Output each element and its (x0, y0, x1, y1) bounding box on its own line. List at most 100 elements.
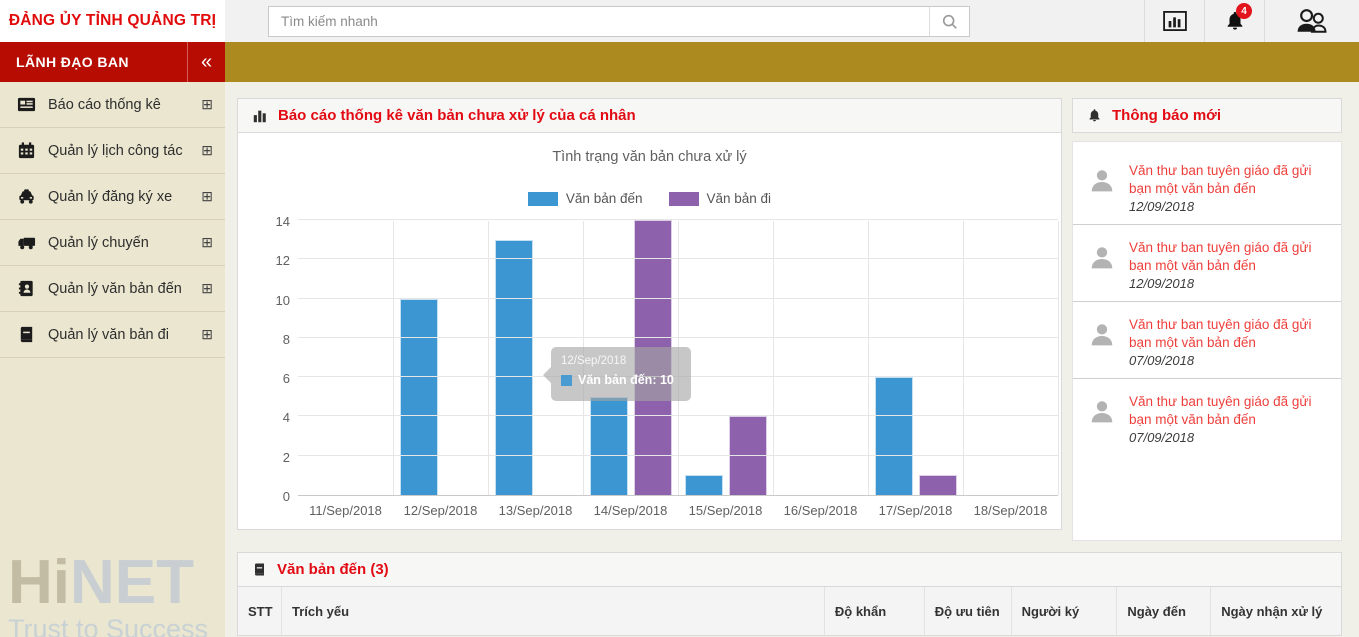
report-icon (16, 95, 36, 115)
x-axis-tick-label: 16/Sep/2018 (783, 503, 858, 518)
chart-title: Tình trạng văn bản chưa xử lý (552, 149, 747, 165)
sidebar-item-lich-cong-tac[interactable]: Quản lý lịch công tác ⊞ (0, 128, 225, 174)
search-button[interactable] (929, 7, 969, 36)
x-axis-tick-label: 18/Sep/2018 (973, 503, 1048, 518)
notification-item[interactable]: Văn thư ban tuyên giáo đã gửi bạn một vă… (1073, 302, 1341, 380)
expand-icon[interactable]: ⊞ (201, 142, 213, 158)
column-header-stt[interactable]: STT (238, 587, 282, 635)
chart-bar[interactable] (874, 377, 913, 495)
chart-bar[interactable] (918, 475, 957, 495)
chart-y-axis: 0 2 4 6 8 10 12 14 (238, 214, 290, 504)
car-icon (16, 187, 36, 207)
chart-x-axis: 11/Sep/2018 12/Sep/2018 13/Sep/2018 14/Sep/… (298, 503, 1058, 518)
expand-icon[interactable]: ⊞ (201, 234, 213, 250)
chart-bar[interactable] (728, 416, 767, 495)
y-axis-tick-label: 4 (282, 410, 290, 426)
column-header-ngay-nhan-xu-ly[interactable]: Ngày nhận xử lý (1221, 603, 1323, 619)
hinet-watermark: HiNET Trust to Success (8, 552, 208, 637)
user-menu-button[interactable] (1264, 0, 1359, 42)
avatar-icon (1087, 397, 1117, 427)
column-header-do-uu-tien[interactable]: Độ ưu tiên (925, 587, 1012, 635)
chart-bar[interactable] (399, 298, 438, 495)
sidebar-item-label: Quản lý văn bản đến (48, 280, 182, 297)
chart-panel: Báo cáo thống kê văn bản chưa xử lý của … (237, 98, 1062, 530)
chart-tooltip: 12/Sep/2018 Văn bản đến: 10 (543, 347, 691, 401)
gridline (773, 221, 774, 495)
legend-item[interactable]: Văn bản đi (668, 191, 772, 206)
sidebar-nav: Báo cáo thống kê ⊞ Quản lý lịch công tác… (0, 82, 225, 637)
sidebar-collapse-button[interactable]: « (187, 42, 225, 82)
gridline (393, 221, 394, 495)
notification-item[interactable]: Văn thư ban tuyên giáo đã gửi bạn một vă… (1073, 148, 1341, 226)
y-axis-tick-label: 2 (282, 449, 290, 465)
org-logo: ĐẢNG ỦY TỈNH QUẢNG TRỊ (0, 0, 225, 42)
chart-bar[interactable] (494, 239, 533, 495)
notification-text: Văn thư ban tuyên giáo đã gửi bạn một vă… (1129, 240, 1312, 273)
column-header-do-khan[interactable]: Độ khẩn (825, 587, 925, 635)
notification-item[interactable]: Văn thư ban tuyên giáo đã gửi bạn một vă… (1073, 379, 1341, 455)
expand-icon[interactable]: ⊞ (201, 326, 213, 342)
chart-tooltip-header: 12/Sep/2018 (561, 355, 627, 367)
sidebar-item-label: Quản lý đăng ký xe (48, 188, 173, 205)
search-input[interactable] (269, 14, 929, 29)
notification-date: 12/09/2018 (1129, 276, 1195, 292)
y-axis-tick-label: 10 (275, 292, 290, 308)
sidebar-item-label: Quản lý văn bản đi (48, 326, 169, 343)
avatar-icon (1087, 166, 1117, 196)
y-axis-tick-label: 14 (275, 214, 290, 229)
search-icon (941, 13, 959, 31)
bell-icon (1087, 108, 1102, 123)
watermark-net: NET (70, 548, 194, 617)
x-axis-tick-label: 17/Sep/2018 (878, 503, 953, 518)
sidebar-item-label: Quản lý lịch công tác (48, 142, 183, 159)
incoming-documents-header: Văn bản đến (3) (237, 552, 1342, 587)
avatar-icon (1087, 320, 1117, 350)
y-axis-tick-label: 12 (275, 253, 290, 269)
sidebar-item-van-ban-den[interactable]: Quản lý văn bản đến ⊞ (0, 266, 225, 312)
expand-icon[interactable]: ⊞ (201, 96, 213, 112)
watermark-hi: Hi (8, 548, 70, 617)
column-header-nguoi-ky[interactable]: Người ký (1012, 587, 1118, 635)
notification-date: 12/09/2018 (1129, 199, 1195, 215)
legend-swatch (668, 191, 699, 206)
sidebar-item-label: Báo cáo thống kê (48, 96, 161, 113)
sidebar-title: LÃNH ĐẠO BAN (16, 54, 129, 70)
notification-date: 07/09/2018 (1129, 430, 1195, 446)
column-header-trich-yeu[interactable]: Trích yếu (282, 587, 825, 635)
notification-text: Văn thư ban tuyên giáo đã gửi bạn một vă… (1129, 163, 1312, 196)
column-header-ngay-den[interactable]: Ngày đến (1117, 587, 1212, 635)
sidebar-item-chuyen[interactable]: Quản lý chuyến ⊞ (0, 220, 225, 266)
notification-item[interactable]: Văn thư ban tuyên giáo đã gửi bạn một vă… (1073, 225, 1341, 303)
sidebar-item-van-ban-di[interactable]: Quản lý văn bản đi ⊞ (0, 312, 225, 358)
x-axis-tick-label: 12/Sep/2018 (403, 503, 478, 518)
sidebar-header: LÃNH ĐẠO BAN « (0, 42, 225, 82)
sidebar-item-label: Quản lý chuyến (48, 234, 149, 251)
gridline (488, 221, 489, 495)
chart-area: Tình trạng văn bản chưa xử lý Văn bản đế… (237, 133, 1062, 530)
sidebar-item-bao-cao-thong-ke[interactable]: Báo cáo thống kê ⊞ (0, 82, 225, 128)
legend-item[interactable]: Văn bản đến (527, 191, 643, 206)
notifications-header: Thông báo mới (1072, 98, 1342, 133)
chart-panel-title: Báo cáo thống kê văn bản chưa xử lý của … (278, 107, 636, 124)
legend-swatch (527, 191, 558, 206)
org-name: ĐẢNG ỦY TỈNH QUẢNG TRỊ (8, 12, 217, 29)
chart-bar[interactable] (589, 396, 628, 495)
quick-search (268, 6, 970, 37)
sidebar-item-dang-ky-xe[interactable]: Quản lý đăng ký xe ⊞ (0, 174, 225, 220)
x-axis-tick-label: 15/Sep/2018 (688, 503, 763, 518)
truck-icon (16, 233, 36, 253)
avatar-icon (1087, 243, 1117, 273)
top-header: ĐẢNG ỦY TỈNH QUẢNG TRỊ 4 (0, 0, 1359, 42)
expand-icon[interactable]: ⊞ (201, 188, 213, 204)
legend-label: Văn bản đi (706, 191, 772, 206)
notifications-button[interactable]: 4 (1204, 0, 1264, 42)
watermark-tagline: Trust to Success (8, 614, 209, 637)
chart-bar[interactable] (684, 475, 723, 495)
book-icon (16, 325, 36, 345)
statistics-button[interactable] (1144, 0, 1204, 42)
chart-panel-header: Báo cáo thống kê văn bản chưa xử lý của … (237, 98, 1062, 133)
y-axis-tick-label: 8 (282, 331, 290, 347)
expand-icon[interactable]: ⊞ (201, 280, 213, 296)
notification-count-badge: 4 (1236, 3, 1252, 19)
book-icon (252, 562, 267, 577)
